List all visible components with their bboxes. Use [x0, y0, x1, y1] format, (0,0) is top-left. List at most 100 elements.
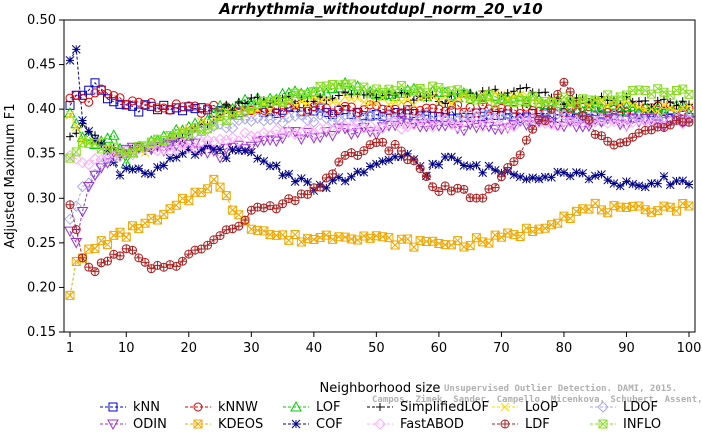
data-point — [234, 221, 244, 231]
data-point — [239, 113, 251, 125]
data-point — [434, 160, 444, 170]
data-point — [541, 88, 550, 97]
data-point — [339, 124, 351, 135]
data-point — [71, 45, 81, 54]
x-axis: 1 10 20 30 40 50 60 70 80 90 100 — [66, 332, 701, 356]
data-point — [284, 169, 294, 179]
data-point — [71, 225, 81, 235]
data-point — [576, 111, 589, 123]
data-point — [409, 108, 419, 118]
data-point — [376, 122, 389, 135]
data-point — [665, 180, 675, 190]
data-point — [264, 129, 276, 142]
data-point — [84, 85, 94, 95]
data-point — [620, 119, 633, 131]
data-point — [84, 126, 94, 136]
data-point — [70, 153, 82, 165]
data-point — [190, 150, 200, 159]
data-point — [340, 92, 350, 102]
data-point — [189, 142, 201, 155]
data-point — [340, 176, 350, 186]
data-point — [403, 95, 412, 104]
data-point — [222, 100, 231, 109]
data-point — [620, 121, 633, 132]
data-point — [270, 136, 283, 148]
data-point — [290, 230, 300, 240]
data-point — [178, 149, 187, 159]
data-point — [90, 78, 100, 88]
data-point — [240, 215, 250, 225]
data-point — [220, 134, 233, 146]
data-point — [65, 290, 75, 300]
data-point — [103, 240, 113, 250]
watermark-line-1: Unsupervised Outlier Detection. DAMI, 20… — [444, 383, 677, 394]
y-tick-label: 0.45 — [27, 58, 56, 73]
data-point — [107, 129, 120, 140]
legend-marker — [376, 403, 384, 411]
plot-frame — [63, 19, 696, 333]
data-point — [590, 171, 600, 181]
data-point — [82, 181, 95, 193]
data-point — [603, 175, 613, 185]
data-point — [64, 213, 76, 225]
data-point — [615, 181, 625, 191]
data-point — [345, 120, 358, 132]
data-point — [647, 178, 656, 188]
data-point — [65, 110, 75, 120]
data-point — [278, 170, 287, 180]
data-point — [451, 121, 464, 133]
data-point — [84, 97, 94, 107]
data-point — [495, 111, 508, 123]
data-point — [414, 122, 426, 133]
x-tick-label: 30 — [243, 341, 260, 356]
data-point — [608, 115, 620, 128]
data-point — [70, 238, 83, 249]
data-point — [346, 148, 356, 158]
data-point — [71, 147, 81, 157]
legend-item-simplifiedlof: SimplifiedLOF — [367, 400, 489, 415]
data-point — [320, 122, 333, 134]
data-point — [103, 146, 112, 155]
data-point — [465, 113, 475, 123]
data-point — [401, 120, 414, 133]
data-point — [378, 137, 388, 147]
data-point — [271, 161, 281, 170]
data-point — [621, 137, 631, 147]
data-point — [209, 235, 219, 245]
data-point — [396, 146, 406, 156]
data-point — [490, 165, 500, 175]
data-point — [121, 232, 131, 242]
x-tick-label: 60 — [431, 341, 448, 356]
data-point — [602, 117, 614, 129]
data-point — [684, 117, 694, 127]
data-point — [564, 116, 576, 128]
data-point — [465, 162, 475, 171]
data-point — [170, 143, 183, 155]
data-point — [196, 103, 206, 113]
data-point — [228, 145, 237, 155]
data-point — [522, 174, 531, 184]
y-axis-label: Adjusted Maximum F1 — [3, 104, 18, 249]
data-point — [153, 103, 163, 113]
data-point — [372, 159, 381, 169]
data-point — [251, 112, 264, 124]
data-point — [508, 120, 520, 133]
data-point — [109, 97, 119, 107]
data-point — [484, 90, 494, 100]
data-point — [65, 200, 75, 210]
data-point — [246, 147, 256, 157]
data-point — [128, 245, 138, 255]
data-point — [151, 137, 164, 149]
data-point — [509, 170, 519, 180]
data-point — [383, 117, 395, 129]
data-point — [334, 173, 344, 182]
data-point — [665, 120, 675, 130]
data-point — [178, 102, 188, 112]
data-point — [597, 170, 606, 179]
data-point — [334, 91, 343, 100]
data-point — [384, 100, 394, 109]
data-point — [333, 114, 345, 127]
legend-item-knnw: kNNW — [185, 400, 258, 415]
data-point — [608, 109, 620, 121]
data-point — [334, 104, 344, 114]
